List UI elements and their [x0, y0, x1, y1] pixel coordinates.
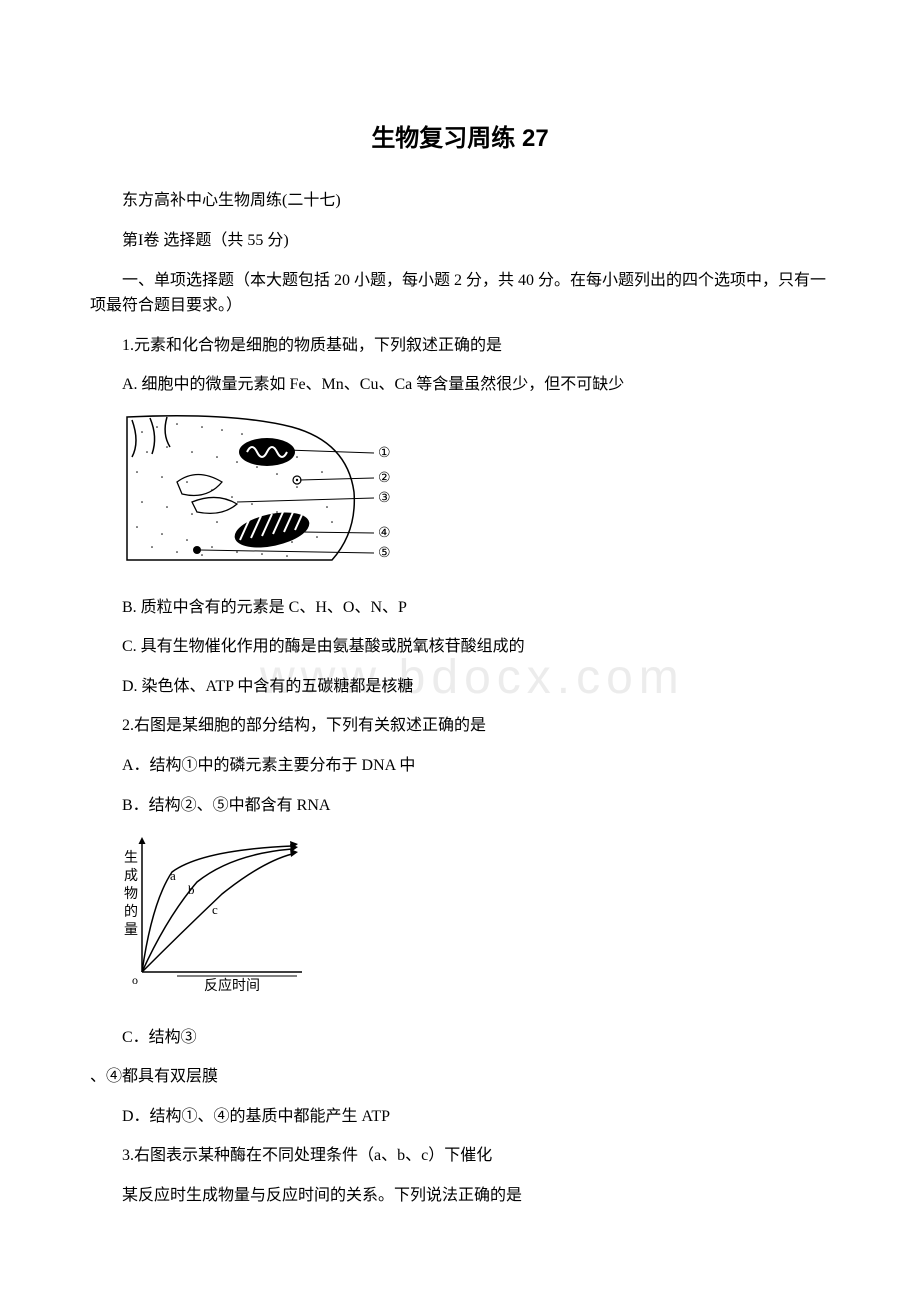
svg-text:生: 生	[124, 850, 138, 866]
svg-text:②: ②	[378, 471, 391, 486]
q1-option-d: D. 染色体、ATP 中含有的五碳糖都是核糖	[90, 674, 830, 700]
q2-stem: 2.右图是某细胞的部分结构，下列有关叙述正确的是	[90, 713, 830, 739]
q1-option-a: A. 细胞中的微量元素如 Fe、Mn、Cu、Ca 等含量虽然很少，但不可缺少	[90, 372, 830, 398]
q3-stem: 3.右图表示某种酶在不同处理条件（a、b、c）下催化	[90, 1143, 830, 1169]
intro-line-2: 第I卷 选择题（共 55 分)	[90, 228, 830, 254]
svg-text:反应时间: 反应时间	[204, 977, 260, 994]
q2-option-c-line1: C．结构③	[90, 1025, 830, 1051]
svg-text:④: ④	[378, 526, 391, 541]
intro-line-1: 东方高补中心生物周练(二十七)	[90, 188, 830, 214]
svg-text:a: a	[170, 868, 176, 883]
page-title: 生物复习周练 27	[90, 120, 830, 158]
cell-diagram-svg: ① ② ③ ④ ⑤	[122, 412, 402, 572]
cell-diagram-figure: ① ② ③ ④ ⑤	[122, 412, 830, 581]
q3-line2: 某反应时生成物量与反应时间的关系。下列说法正确的是	[90, 1183, 830, 1209]
enzyme-chart-figure: 生成物的量 o 反应时间 ab c	[122, 832, 830, 1011]
svg-text:o: o	[132, 973, 138, 987]
section-header: 一、单项选择题（本大题包括 20 小题，每小题 2 分，共 40 分。在每小题列…	[90, 268, 830, 319]
svg-text:物: 物	[124, 886, 138, 902]
q2-option-b: B．结构②、⑤中都含有 RNA	[90, 793, 830, 819]
q1-option-c: C. 具有生物催化作用的酶是由氨基酸或脱氧核苷酸组成的	[90, 634, 830, 660]
enzyme-chart-svg: 生成物的量 o 反应时间 ab c	[122, 832, 332, 1002]
q1-option-b: B. 质粒中含有的元素是 C、H、O、N、P	[90, 595, 830, 621]
svg-text:成: 成	[124, 868, 138, 884]
svg-text:b: b	[188, 882, 195, 897]
svg-text:①: ①	[378, 446, 391, 461]
svg-text:⑤: ⑤	[378, 546, 391, 561]
q2-option-c-line2: 、④都具有双层膜	[90, 1064, 830, 1090]
svg-text:c: c	[212, 902, 218, 917]
svg-text:③: ③	[378, 491, 391, 506]
q2-option-a: A．结构①中的磷元素主要分布于 DNA 中	[90, 753, 830, 779]
q1-stem: 1.元素和化合物是细胞的物质基础，下列叙述正确的是	[90, 333, 830, 359]
document-content: 生物复习周练 27 东方高补中心生物周练(二十七) 第I卷 选择题（共 55 分…	[90, 120, 830, 1209]
q2-option-d: D．结构①、④的基质中都能产生 ATP	[90, 1104, 830, 1130]
svg-text:的: 的	[124, 904, 138, 920]
svg-text:量: 量	[124, 922, 138, 938]
